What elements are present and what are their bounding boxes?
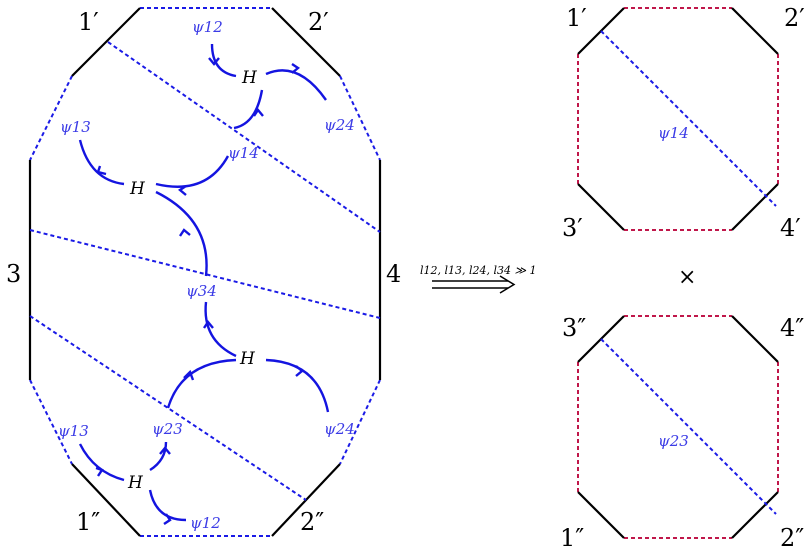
edge-lower-left-dashed	[29, 379, 73, 465]
vertex-H-lower: H	[239, 349, 256, 369]
rt-label-3prime: 3′	[562, 214, 583, 242]
prop-psi24-top	[265, 69, 327, 101]
vertices: H H H H	[127, 68, 258, 493]
double-arrow-head	[499, 275, 516, 294]
chord-1prime-4	[107, 41, 381, 233]
rt-edge-2prime	[731, 7, 779, 55]
edge-lower-right-dashed	[339, 379, 381, 465]
label-psi24-bottom: ψ24	[324, 420, 355, 438]
label-1prime: 1′	[78, 8, 99, 36]
prop-H-to-psi12-bottom	[148, 489, 187, 522]
arrow-9	[295, 365, 304, 377]
product-symbol: ×	[678, 265, 696, 290]
rt-label-4prime: 4′	[780, 214, 801, 242]
edge-upper-right-dashed	[339, 75, 381, 161]
rt-edge-3prime	[577, 183, 625, 231]
prop-psi14-to-H	[155, 155, 230, 188]
prop-psi13-bottom	[78, 443, 125, 482]
prop-H-to-psi24-bottom	[265, 358, 330, 413]
edge-2prime	[271, 7, 341, 77]
edge-1prime	[71, 7, 141, 77]
arrow-11	[95, 466, 104, 477]
propagator-arrows	[95, 57, 304, 525]
label-psi12-top: ψ12	[192, 18, 223, 36]
vertex-H-middle: H	[129, 179, 146, 199]
vertex-H-top: H	[241, 68, 258, 88]
rb-chord-psi23	[600, 338, 777, 515]
rb-label-2doubleprime: 2″	[780, 524, 804, 550]
prop-psi13-top	[78, 139, 125, 186]
arrow-1	[208, 57, 220, 66]
label-4: 4	[386, 260, 401, 288]
left-propagators	[78, 43, 330, 522]
prop-psi23-to-H	[149, 441, 168, 472]
rb-label-4doubleprime: 4″	[780, 314, 804, 342]
arrow-2	[291, 63, 301, 74]
chord-3-2doubleprime	[29, 315, 307, 501]
rb-label-3doubleprime: 3″	[562, 314, 586, 342]
label-1doubleprime: 1″	[76, 508, 100, 536]
label-2prime: 2′	[308, 8, 329, 36]
arrow-10	[159, 446, 171, 455]
prop-H-to-psi14	[233, 89, 264, 130]
left-boundary-labels: 1′ 2′ 3 4 1″ 2″	[6, 8, 401, 536]
rt-label-psi14: ψ14	[658, 124, 689, 142]
label-psi24-top: ψ24	[324, 116, 355, 134]
arrow-5	[96, 165, 107, 176]
arrow-4	[177, 185, 187, 196]
arrow-12	[163, 513, 172, 525]
rb-label-psi23: ψ23	[658, 432, 689, 450]
rb-edge-2doubleprime	[731, 491, 779, 539]
rt-chord-psi14	[600, 30, 777, 207]
right-top-octagon: ψ14 1′ 2′ 3′ 4′	[562, 4, 805, 242]
prop-psi12-top	[210, 43, 237, 78]
label-2doubleprime: 2″	[300, 508, 324, 536]
rb-label-1doubleprime: 1″	[560, 524, 584, 550]
rb-edge-4doubleprime	[731, 315, 779, 363]
label-psi23: ψ23	[152, 420, 183, 438]
arrow-8	[183, 369, 195, 381]
prop-psi34-to-H	[204, 301, 237, 358]
vertex-H-bottom: H	[127, 473, 144, 493]
left-field-labels: ψ12 ψ13 ψ24 ψ14 ψ34 ψ23 ψ13 ψ24 ψ12	[58, 18, 355, 532]
label-psi13-bottom: ψ13	[58, 422, 89, 440]
rt-label-2prime: 2′	[784, 4, 805, 32]
label-psi12-bottom: ψ12	[190, 514, 221, 532]
edge-upper-left-dashed	[29, 75, 73, 161]
label-3: 3	[6, 260, 21, 288]
limit-condition: l12, l13, l24, l34 ≫ 1	[420, 264, 537, 277]
arrow-3	[253, 107, 264, 117]
limit-arrow: l12, l13, l24, l34 ≫ 1	[420, 264, 537, 294]
rt-label-1prime: 1′	[566, 4, 587, 32]
arrow-7	[203, 319, 214, 329]
label-psi13-top: ψ13	[60, 118, 91, 136]
right-bottom-octagon: ψ23 3″ 4″ 1″ 2″	[560, 314, 804, 552]
left-polygon	[28, 7, 382, 537]
rt-edge-4prime	[731, 183, 779, 231]
label-psi14: ψ14	[228, 144, 259, 162]
prop-H-to-psi23	[166, 358, 237, 409]
edge-1doubleprime	[71, 463, 141, 537]
prop-H-to-psi34	[155, 190, 208, 277]
arrow-6	[179, 228, 191, 237]
rb-edge-1doubleprime	[577, 491, 625, 539]
label-psi34: ψ34	[186, 282, 217, 300]
